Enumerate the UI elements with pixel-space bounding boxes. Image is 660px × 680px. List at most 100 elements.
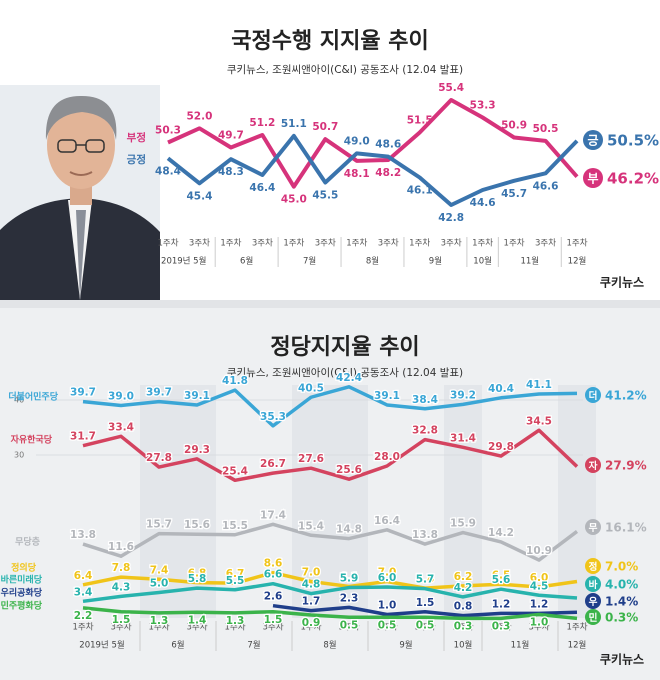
series-line: [82, 581, 578, 604]
series-name: 긍정: [127, 153, 146, 166]
value-label: 15.7: [146, 519, 172, 531]
value-label: 48.1: [344, 168, 370, 180]
badge: [585, 387, 601, 403]
value-label: 26.7: [260, 458, 286, 470]
value-label: 46.4: [249, 182, 275, 194]
value-label: 48.3: [218, 166, 244, 178]
y-tick-label: 40: [14, 396, 24, 405]
value-label: 52.0: [187, 110, 213, 122]
value-label: 5.9: [340, 573, 359, 585]
x-tick-label: 1주차: [566, 239, 587, 249]
value-label: 42.4: [336, 372, 362, 384]
value-label: 53.3: [470, 100, 496, 112]
value-label: 15.4: [298, 520, 324, 532]
badge-letter: 민: [589, 612, 598, 624]
end-label: 16.1%: [605, 521, 647, 535]
value-label: 46.1: [407, 185, 433, 197]
value-label: 3.4: [74, 586, 93, 598]
value-label: 13.8: [412, 529, 438, 541]
value-label: 5.0: [150, 578, 169, 590]
month-band: [444, 385, 482, 618]
value-label: 27.6: [298, 453, 324, 465]
value-label: 5.7: [416, 574, 435, 586]
value-label: 40.4: [488, 383, 514, 395]
value-label: 50.9: [501, 120, 527, 132]
x-tick-label: 1주차: [157, 239, 178, 249]
value-label: 29.8: [488, 441, 514, 453]
series-line: [82, 522, 579, 562]
x-tick-label: 3주차: [252, 239, 273, 249]
badge: [583, 168, 603, 188]
value-label: 41.1: [526, 379, 552, 391]
badge: [585, 609, 601, 625]
x-tick-label: 1주차: [300, 623, 321, 633]
value-label: 5.6: [492, 574, 511, 586]
x-tick-label: 1주차: [283, 239, 304, 249]
month-label: 8월: [366, 256, 379, 267]
value-label: 40.5: [298, 382, 324, 394]
value-label: 50.5: [533, 123, 559, 135]
value-label: 6.1: [340, 571, 359, 583]
x-tick-label: 3주차: [441, 239, 462, 249]
value-label: 39.1: [184, 390, 210, 402]
value-label: 7.4: [150, 564, 169, 576]
series-name: 정의당: [11, 562, 37, 574]
end-label: 4.0%: [605, 578, 638, 592]
month-label: 12월: [568, 640, 587, 651]
value-label: 1.5: [112, 614, 131, 626]
series-line: [167, 98, 579, 189]
badge: [585, 519, 601, 535]
x-tick-label: 1주차: [148, 623, 169, 633]
value-label: 45.7: [501, 188, 527, 200]
value-label: 48.6: [375, 139, 401, 151]
x-tick-label: 1주차: [566, 623, 587, 633]
value-label: 45.4: [187, 190, 213, 202]
series-line: [82, 385, 578, 428]
value-label: 1.5: [416, 597, 435, 609]
x-tick-label: 1주차: [346, 239, 367, 249]
x-tick-label: 3주차: [535, 239, 556, 249]
badge-letter: 정: [589, 561, 598, 573]
value-label: 38.4: [412, 394, 438, 406]
end-label: 50.5%: [607, 132, 659, 150]
value-label: 33.4: [108, 421, 134, 433]
value-label: 7.0: [378, 567, 397, 579]
value-label: 48.2: [375, 167, 401, 179]
value-label: 31.7: [70, 431, 96, 443]
value-label: 34.5: [526, 415, 552, 427]
value-label: 6.0: [530, 572, 549, 584]
value-label: 49.0: [344, 135, 370, 147]
month-label: 7월: [247, 640, 260, 651]
value-label: 39.2: [450, 389, 476, 401]
series-line: [272, 603, 578, 618]
value-label: 1.4: [188, 614, 207, 626]
value-label: 44.6: [470, 197, 496, 209]
x-tick-label: 3주차: [189, 239, 210, 249]
value-label: 0.9: [302, 617, 321, 629]
value-label: 32.8: [412, 425, 438, 437]
value-label: 45.0: [281, 194, 307, 206]
value-label: 41.8: [222, 375, 248, 387]
value-label: 29.3: [184, 444, 210, 456]
chart-subtitle: 쿠키뉴스, 조원씨앤아이(C&I) 공동조사 (12.04 발표): [227, 64, 463, 76]
series-name: 민주평화당: [1, 600, 43, 612]
y-tick-label: 30: [14, 451, 24, 460]
value-label: 1.0: [378, 600, 397, 612]
value-label: 48.4: [155, 165, 181, 177]
value-label: 39.0: [108, 391, 134, 403]
value-label: 7.8: [112, 562, 131, 574]
x-tick-label: 1주차: [504, 239, 525, 249]
series-line: [82, 428, 579, 483]
value-label: 35.3: [260, 411, 286, 423]
value-label: 0.3: [454, 620, 473, 632]
badge: [585, 457, 601, 473]
badge-letter: 자: [589, 460, 598, 472]
chart-subtitle: 쿠키뉴스, 조원씨앤아이(C&I) 공동조사 (12.04 발표): [227, 367, 463, 379]
end-label: 0.3%: [605, 611, 638, 625]
series-name: 부정: [127, 131, 146, 144]
value-label: 17.4: [260, 509, 286, 521]
value-label: 4.2: [454, 582, 473, 594]
month-label: 10월: [473, 256, 492, 267]
value-label: 6.7: [226, 568, 245, 580]
